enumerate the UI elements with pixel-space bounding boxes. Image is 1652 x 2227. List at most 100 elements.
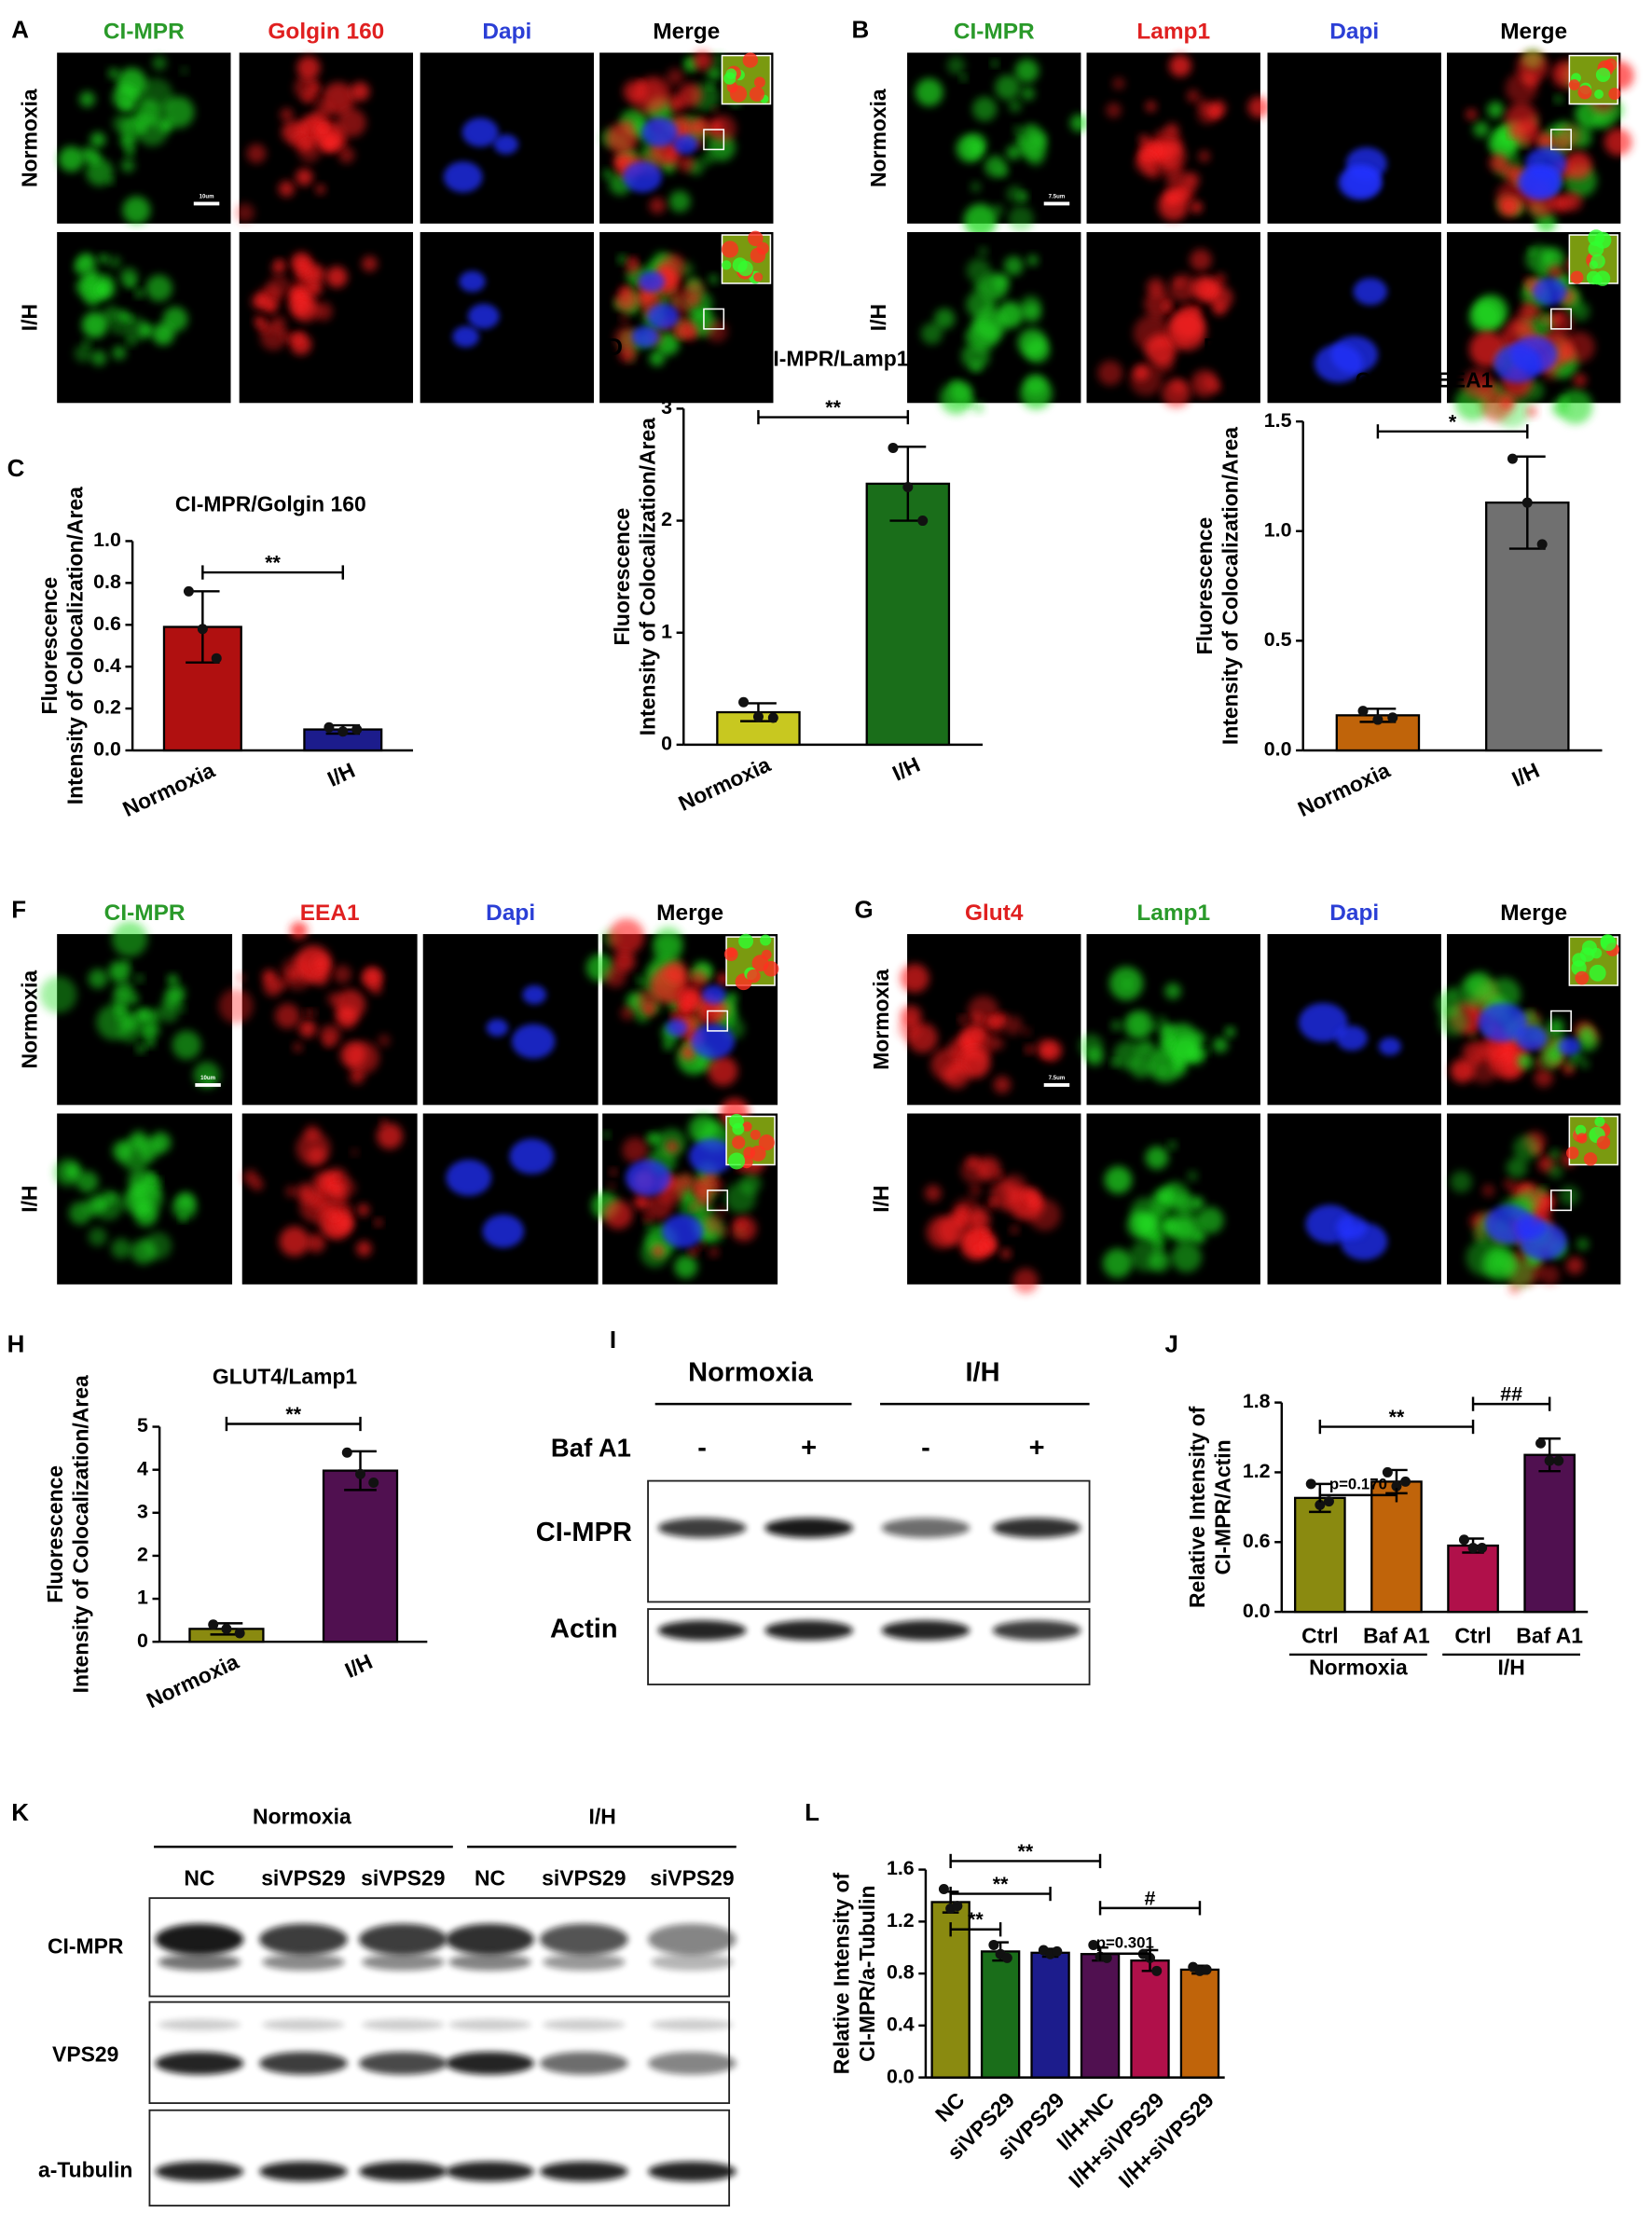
band — [358, 2052, 447, 2075]
roi-box — [707, 1010, 729, 1032]
channel-label: Lamp1 — [1136, 900, 1210, 926]
inset-signal — [758, 1134, 775, 1151]
group-label: Normoxia — [688, 1358, 814, 1388]
signal — [285, 1186, 297, 1198]
signal — [138, 77, 173, 113]
channel-label: Glut4 — [965, 900, 1024, 926]
signal — [112, 84, 139, 111]
nucleus — [522, 984, 547, 1005]
signal — [145, 1038, 155, 1048]
signal — [64, 1164, 79, 1179]
signal — [122, 196, 151, 225]
micrograph — [53, 1113, 233, 1285]
signal — [152, 323, 175, 346]
signal — [76, 1171, 99, 1193]
nucleus — [493, 134, 519, 155]
signal — [950, 381, 972, 404]
y-tick-label: 1 — [661, 620, 672, 642]
signal — [1553, 316, 1562, 323]
signal — [681, 987, 702, 1009]
signal — [1573, 373, 1587, 387]
signal — [167, 974, 178, 985]
band — [543, 2018, 626, 2031]
micrograph — [57, 52, 231, 225]
signal — [633, 1194, 649, 1210]
band — [992, 1620, 1081, 1641]
signal — [136, 114, 169, 146]
signal — [1136, 152, 1157, 174]
signal — [1162, 378, 1191, 408]
signal — [1021, 86, 1036, 101]
significance-label: ** — [993, 1873, 1009, 1895]
band — [262, 2018, 345, 2031]
micrograph — [1446, 229, 1621, 428]
signal — [263, 977, 282, 997]
signal — [1556, 1055, 1563, 1063]
signal — [688, 118, 707, 137]
micrograph — [218, 921, 418, 1106]
signal — [79, 91, 96, 107]
signal — [1187, 1171, 1198, 1181]
signal — [296, 1183, 316, 1203]
data-point — [1535, 1437, 1547, 1449]
signal — [1136, 1039, 1155, 1059]
signal — [117, 310, 131, 323]
signal — [308, 265, 326, 283]
signal — [1548, 1018, 1564, 1035]
signal — [1513, 1134, 1540, 1162]
blot-label: a-Tubulin — [38, 2157, 132, 2181]
signal — [1517, 1053, 1531, 1067]
signal — [1467, 1052, 1499, 1084]
signal — [1028, 1199, 1061, 1231]
signal — [1563, 151, 1592, 180]
y-axis-label: CI-MPR/Actin — [1211, 1439, 1235, 1574]
signal — [711, 53, 724, 65]
inset-signal — [1575, 1124, 1587, 1136]
signal — [663, 1039, 674, 1051]
signal — [139, 1206, 146, 1215]
roi-box — [1550, 1189, 1572, 1212]
bar — [865, 482, 951, 747]
band — [539, 1923, 628, 1956]
row-label: Normoxia — [18, 89, 42, 187]
bar — [1523, 1453, 1576, 1614]
micrograph-background — [1267, 1113, 1441, 1285]
inset-signal — [732, 1122, 745, 1135]
panel-letter: K — [11, 1798, 29, 1826]
signal — [251, 1177, 264, 1191]
data-point — [767, 712, 778, 723]
nucleus — [641, 117, 679, 147]
inset-signal — [742, 52, 759, 68]
chart-title: CI-MPR/Golgin 160 — [175, 491, 366, 516]
micrograph — [1086, 231, 1260, 408]
signal — [1167, 311, 1206, 351]
signal — [112, 345, 127, 361]
inset-signal — [1594, 270, 1611, 286]
band — [881, 1620, 971, 1641]
signal — [978, 246, 988, 256]
treatment-sign: - — [921, 1434, 930, 1464]
signal — [1565, 1257, 1584, 1275]
signal — [324, 1038, 334, 1048]
signal — [960, 75, 967, 82]
signal — [111, 991, 131, 1011]
channel-label: Merge — [656, 900, 723, 926]
signal — [292, 296, 319, 323]
y-axis-label: CI-MPR/a-Tubulin — [855, 1886, 879, 2062]
y-tick-label: 0.2 — [93, 696, 121, 719]
data-point — [917, 516, 929, 527]
group-label: I/H — [589, 1805, 616, 1829]
band — [358, 2161, 447, 2182]
micrograph — [422, 1113, 599, 1285]
signal — [646, 1134, 656, 1144]
scale-bar-label: 7.5um — [1049, 193, 1066, 199]
data-point — [1201, 1964, 1212, 1975]
signal — [1160, 1036, 1174, 1050]
signal — [172, 1030, 201, 1060]
nucleus — [672, 134, 698, 155]
data-point — [1357, 706, 1369, 717]
channel-label: Lamp1 — [1136, 20, 1210, 45]
signal — [296, 303, 306, 313]
signal — [678, 83, 703, 107]
signal — [1212, 1038, 1229, 1053]
